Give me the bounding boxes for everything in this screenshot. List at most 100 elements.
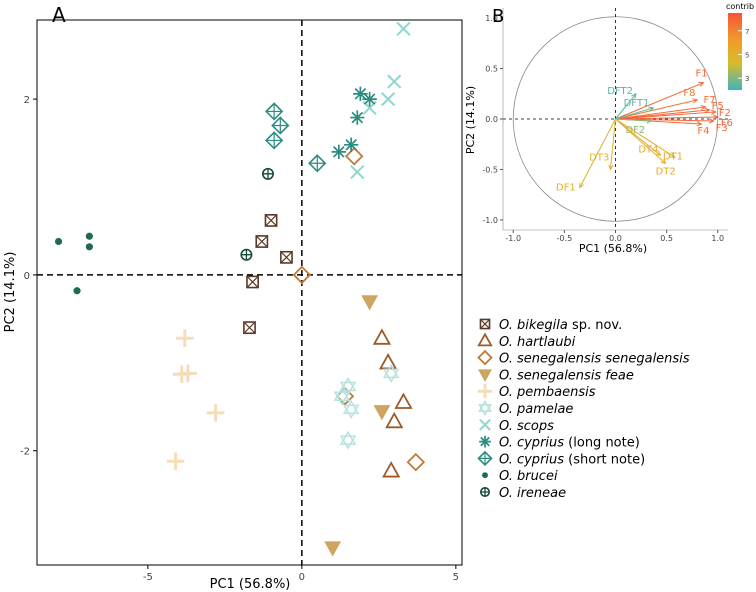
legend-marker-scops: [479, 418, 491, 431]
loading-label: DT2: [656, 166, 676, 177]
panel-b-xlabel: PC1 (56.8%): [579, 242, 647, 255]
data-point-pamelae: [342, 399, 360, 419]
panel-a-ytick-label: 0: [24, 271, 30, 282]
legend: O. bikegila sp. nov. O. hartlaubi O. seneg…: [477, 318, 690, 501]
loading-label: DFT2: [607, 86, 633, 97]
data-point-cyprius: [353, 86, 368, 102]
legend-marker-feae: [477, 369, 493, 382]
panel-b-xtick-label: 0.0: [609, 234, 622, 243]
data-point-feae: [373, 405, 391, 421]
panel-b-ylabel: PC2 (14.1%): [464, 86, 477, 154]
data-point-scops: [387, 74, 402, 89]
panel-a-xtick-label: -5: [143, 572, 153, 583]
data-point-bikegila: [246, 275, 259, 289]
loading-label: F8: [683, 88, 695, 99]
data-point-pamelae: [339, 377, 357, 397]
data-point-pembaensis: [179, 364, 197, 383]
colorbar: [728, 13, 742, 90]
colorbar-tick-label: 3: [745, 75, 749, 83]
data-point-ireneae: [261, 167, 274, 180]
legend-marker-pembaensis: [477, 384, 493, 399]
legend-label: O. cyprius (short note): [499, 452, 645, 467]
data-point-brucei: [54, 237, 63, 246]
loading-arrow-f7: F7: [615, 95, 716, 120]
data-point-bikegila: [280, 250, 293, 264]
legend-marker-bikegila: [479, 318, 491, 330]
data-point-scops: [350, 164, 365, 180]
data-point-hartlaubi: [382, 461, 401, 478]
panel-b-ytick-label: 1.0: [485, 14, 498, 23]
data-point-pembaensis: [176, 329, 194, 348]
panel-b-ytick-label: -1.0: [482, 216, 498, 225]
loading-label: DT4: [638, 144, 658, 155]
loading-label: F7: [704, 95, 716, 106]
data-point-scops: [396, 21, 411, 36]
data-point-brucei: [85, 243, 93, 251]
colorbar-tick-label: 7: [745, 28, 749, 36]
panel-b-label: B: [492, 6, 504, 27]
data-point-pamelae: [339, 430, 357, 450]
data-point-feae: [361, 295, 379, 311]
panel-b-ytick-label: 0.5: [485, 65, 498, 74]
panel-a-xtick-label: 5: [453, 572, 459, 583]
data-point-cyprius: [271, 116, 290, 135]
loading-arrow-f1: F1: [615, 69, 708, 120]
loading-label: DF1: [556, 183, 576, 194]
loading-arrow-f8: F8: [615, 88, 699, 120]
data-point-cyprius: [265, 131, 284, 150]
loading-arrow-f6: F6: [615, 114, 733, 129]
loading-arrow-f3: F3: [615, 118, 728, 134]
loading-arrow-dft1: DFT1: [615, 98, 655, 120]
data-point-cyprius: [350, 110, 365, 125]
legend-label: O. senegalensis feae: [499, 368, 634, 383]
data-point-scops: [380, 92, 396, 107]
data-point-hartlaubi: [372, 328, 392, 345]
legend-marker-ireneae: [479, 486, 491, 498]
data-point-cyprius: [343, 137, 359, 153]
data-point-senegalensis: [292, 265, 312, 285]
legend-label: O. senegalensis senegalensis: [499, 352, 690, 367]
panel-a-ytick-label: -2: [20, 447, 30, 458]
panel-b-xtick-label: -1.0: [505, 234, 521, 243]
data-point-ireneae: [240, 248, 253, 261]
legend-marker-senegalensis: [477, 349, 493, 366]
loading-label: F4: [697, 126, 709, 137]
colorbar-tick-label: 5: [745, 51, 749, 59]
colorbar-title: contrib: [726, 2, 754, 11]
loading-label: DT3: [589, 152, 609, 163]
legend-label: O. cyprius (long note): [499, 436, 640, 451]
legend-label: O. ireneae: [499, 486, 566, 501]
legend-marker-pamelae: [478, 400, 492, 416]
legend-marker-hartlaubi: [477, 332, 493, 347]
legend-label: O. scops: [499, 419, 554, 434]
panel-b-ytick-label: 0.0: [485, 115, 498, 124]
legend-marker-brucei: [482, 472, 488, 479]
panel-a-label: A: [52, 3, 66, 27]
panel-a-xtick-label: 0: [299, 572, 305, 583]
legend-label: O. pembaensis: [499, 385, 596, 400]
loading-label: DT1: [663, 151, 683, 162]
data-point-brucei: [73, 287, 81, 295]
loading-arrow-df2: DF2: [615, 118, 653, 136]
loading-arrow-dt3: DT3: [589, 118, 616, 171]
panel-b-xtick-label: 1.0: [711, 234, 724, 243]
panel-b-xtick-label: -0.5: [557, 234, 573, 243]
data-point-feae: [324, 541, 342, 557]
legend-marker-cyprius: [479, 435, 491, 448]
loading-arrow-dt2: DT2: [615, 118, 676, 177]
legend-marker-cyprius: [477, 450, 493, 467]
loading-label: F1: [695, 69, 707, 80]
data-point-hartlaubi: [385, 411, 404, 429]
loading-label: F6: [721, 118, 733, 129]
loading-label: F5: [712, 101, 724, 112]
loading-label: F2: [719, 108, 731, 119]
data-point-cyprius: [331, 144, 347, 160]
legend-label: O. pamelae: [499, 402, 573, 417]
data-point-pamelae: [382, 363, 400, 383]
panel-a-ylabel: PC2 (14.1%): [3, 252, 18, 333]
data-point-hartlaubi: [378, 352, 398, 370]
data-point-cyprius: [362, 91, 377, 107]
loading-label: DF2: [625, 125, 645, 136]
